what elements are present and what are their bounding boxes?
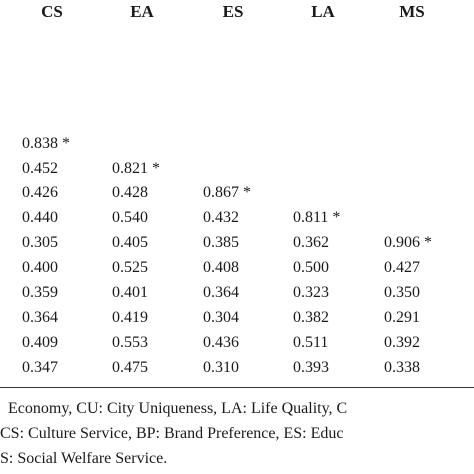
table-cell: 0.838 * [22, 135, 70, 152]
table-cell: 0.305 [22, 234, 58, 251]
table-cell: 0.310 [203, 359, 239, 376]
table-cell: 0.359 [22, 284, 58, 301]
table-cell: 0.553 [112, 334, 148, 351]
table-cell: 0.428 [112, 184, 148, 201]
table-cell: 0.323 [293, 284, 329, 301]
column-header: MS [399, 2, 425, 21]
table-cell: 0.811 * [293, 209, 341, 226]
table-cell: 0.426 [22, 184, 58, 201]
table-cell: 0.540 [112, 209, 148, 226]
table-cell: 0.906 * [384, 234, 432, 251]
table-cell: 0.500 [293, 259, 329, 276]
table-cell: 0.427 [384, 259, 420, 276]
table-cell: 0.408 [203, 259, 239, 276]
column-header: CS [41, 2, 63, 21]
table-cell: 0.405 [112, 234, 148, 251]
table-cell: 0.419 [112, 309, 148, 326]
table-cell: 0.362 [293, 234, 329, 251]
table-cell: 0.350 [384, 284, 420, 301]
table-cell: 0.382 [293, 309, 329, 326]
table-cell: 0.409 [22, 334, 58, 351]
table-cell: 0.511 [293, 334, 329, 351]
footnote: S: Social Welfare Service. [0, 450, 168, 467]
table-cell: 0.304 [203, 309, 239, 326]
table-cell: 0.401 [112, 284, 148, 301]
column-header: ES [222, 2, 244, 21]
table-cell: 0.821 * [112, 160, 160, 177]
table-cell: 0.291 [384, 309, 420, 326]
table-cell: 0.867 * [203, 184, 251, 201]
table-cell: 0.364 [203, 284, 239, 301]
table-cell: 0.338 [384, 359, 420, 376]
table-rule [0, 387, 474, 388]
table-cell: 0.432 [203, 209, 239, 226]
table-cell: 0.392 [384, 334, 420, 351]
table-cell: 0.385 [203, 234, 239, 251]
table-cell: 0.436 [203, 334, 239, 351]
footnote: CS: Culture Service, BP: Brand Preferenc… [0, 425, 344, 442]
column-header: EA [130, 2, 154, 21]
footnote: Economy, CU: City Uniqueness, LA: Life Q… [8, 400, 348, 417]
table-cell: 0.452 [22, 160, 58, 177]
table-cell: 0.347 [22, 359, 58, 376]
column-header: LA [311, 2, 335, 21]
table-cell: 0.475 [112, 359, 148, 376]
table-cell: 0.400 [22, 259, 58, 276]
table-cell: 0.440 [22, 209, 58, 226]
table-cell: 0.364 [22, 309, 58, 326]
table-cell: 0.525 [112, 259, 148, 276]
table-cell: 0.393 [293, 359, 329, 376]
